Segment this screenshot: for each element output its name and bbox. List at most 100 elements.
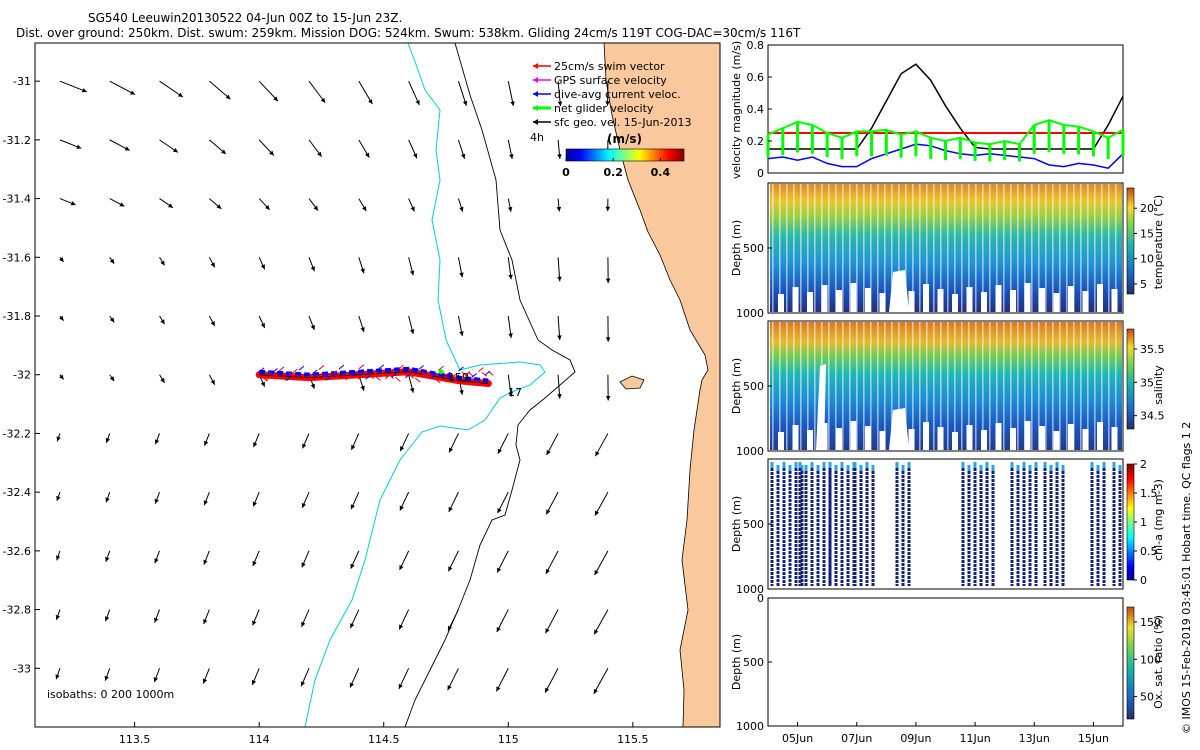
geo-velocity-arrowhead <box>204 440 209 446</box>
geo-velocity-arrowhead <box>153 677 159 683</box>
geo-velocity-arrowhead <box>221 149 226 155</box>
coastline-land <box>603 42 721 728</box>
geo-velocity-arrowhead <box>448 506 453 512</box>
profile-gap <box>849 322 851 450</box>
depth-tick-label: 500 <box>743 656 764 669</box>
geo-velocity-arrowhead <box>497 448 502 454</box>
temperature-ylabel: Depth (m) <box>730 220 743 276</box>
track-vector <box>298 365 305 371</box>
cbar-tick-label: 5 <box>1140 278 1147 291</box>
geo-velocity-arrowhead <box>508 333 513 339</box>
geo-velocity-arrow <box>594 491 609 516</box>
profile-gap <box>933 322 935 450</box>
track-vector <box>258 367 265 373</box>
track-vector <box>458 366 464 372</box>
profile-gap <box>793 322 795 450</box>
profile-gap <box>989 322 991 450</box>
track-vector <box>371 371 378 377</box>
geo-velocity-arrowhead <box>409 387 415 393</box>
map-panel: 17 159 isobaths: 0 200 1000m -31-31.2-31… <box>3 42 721 746</box>
track-vector <box>302 375 308 381</box>
geo-velocity-arrowhead <box>105 437 110 443</box>
track-vector <box>292 368 298 374</box>
profile-gap <box>842 322 844 450</box>
time-tick-label: 13Jun <box>1019 732 1050 745</box>
geo-velocity-arrowhead <box>399 505 404 511</box>
geo-velocity-arrowhead <box>556 206 562 212</box>
cbar-tick-label: 100 <box>1140 653 1161 666</box>
profile-gap <box>1094 322 1096 450</box>
oxygen-colorbar <box>1126 606 1135 720</box>
geo-velocity-arrowhead <box>546 509 551 515</box>
track-vector <box>275 374 282 380</box>
geo-velocity-arrowhead <box>546 449 551 455</box>
missing-data <box>1082 429 1089 450</box>
time-tick-label: 07Jun <box>841 732 872 745</box>
colorbar-tick-label: 0 <box>562 166 570 179</box>
map-ytick-label: -32 <box>13 369 31 382</box>
profile-gap <box>933 184 935 312</box>
time-tick-label: 11Jun <box>959 732 990 745</box>
geo-velocity-arrowhead <box>76 144 82 149</box>
geo-velocity-arrowhead <box>210 379 215 385</box>
track-dac-vectors <box>259 366 489 383</box>
track-vector <box>278 366 285 372</box>
profile-gap <box>842 184 844 312</box>
speed-colorbar-ticks: 0 0.2 0.4 <box>562 158 670 179</box>
missing-data <box>1053 293 1060 312</box>
profile-gap <box>1024 322 1026 450</box>
profile-gap <box>1059 322 1061 450</box>
geo-velocity-arrowhead <box>124 146 130 151</box>
track-vector <box>335 374 341 380</box>
geo-velocity-arrowhead <box>302 443 307 449</box>
geo-velocity-arrowhead <box>447 685 452 691</box>
profile-gap <box>1045 184 1047 312</box>
profile-gap <box>947 184 949 312</box>
map-ytick-label: -31.6 <box>3 251 31 264</box>
track-vector <box>321 374 328 380</box>
profile-gap <box>1087 322 1089 450</box>
track-vector <box>414 377 421 383</box>
profile-gap <box>1017 322 1019 450</box>
legend-label: net glider velocity <box>554 102 654 115</box>
profile-gap <box>1073 322 1075 450</box>
geo-velocity-arrowhead <box>507 206 513 212</box>
velocity-ytick-label: 0 <box>757 167 764 180</box>
geo-velocity-arrowhead <box>225 94 231 100</box>
cbar-tick-label: 34.5 <box>1140 410 1165 423</box>
geo-velocity-arrowhead <box>130 90 136 95</box>
geo-velocity-arrowhead <box>177 92 183 98</box>
missing-data <box>821 285 828 312</box>
geo-velocity-arrowhead <box>605 101 610 106</box>
geo-velocity-arrow <box>59 80 88 93</box>
geo-velocity-arrowhead <box>260 323 265 329</box>
track-vector <box>328 373 335 379</box>
track-vector <box>418 365 424 370</box>
oxygen-frame <box>767 597 1124 727</box>
missing-data <box>865 288 871 312</box>
header-subtitle: Dist. over ground: 250km. Dist. swum: 25… <box>16 26 801 40</box>
missing-data <box>923 284 929 312</box>
missing-data <box>966 287 973 312</box>
geo-velocity-arrowhead <box>413 153 418 159</box>
profile-gap <box>926 184 928 312</box>
geo-velocity-arrowhead <box>508 274 513 280</box>
depth-tick-label: 1000 <box>736 583 764 596</box>
track-vector <box>411 372 418 378</box>
geo-velocity-arrowhead <box>252 501 258 507</box>
geo-velocity-arrowhead <box>105 497 110 503</box>
profile-gap <box>919 322 921 450</box>
missing-data <box>937 289 944 312</box>
missing-data <box>778 432 784 450</box>
profile-gap <box>786 184 788 312</box>
geo-velocity-arrowhead <box>253 442 258 448</box>
profile-gap <box>849 184 851 312</box>
geo-velocity-arrowhead <box>449 447 454 453</box>
missing-data <box>908 429 915 450</box>
track-vector <box>295 374 302 380</box>
velocity-ylabel: velocity magnitude (m/s) <box>730 41 743 179</box>
isobath-1000 <box>404 42 576 728</box>
geo-velocity-arrowhead <box>545 687 550 693</box>
cbar-tick-label: 35 <box>1140 376 1154 389</box>
missing-data <box>923 422 929 450</box>
